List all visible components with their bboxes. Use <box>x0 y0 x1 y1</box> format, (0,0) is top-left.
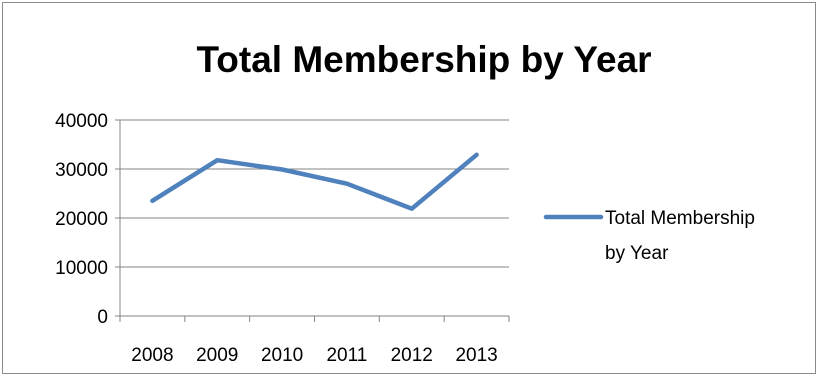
x-tick-label: 2013 <box>455 345 497 366</box>
x-tick-label: 2009 <box>196 345 238 366</box>
series-layer <box>150 152 479 211</box>
legend-label-line-2: by Year <box>605 243 669 264</box>
line-chart: Total Membership by Year 0 10000 20000 3000… <box>55 39 755 366</box>
y-tick-label: 10000 <box>55 258 108 279</box>
x-tick-label: 2012 <box>391 345 433 366</box>
legend: Total Membership by Year <box>543 208 755 264</box>
y-tick-label: 20000 <box>55 209 108 230</box>
y-tick-label: 0 <box>97 307 108 328</box>
x-tick-label: 2010 <box>261 345 303 366</box>
axes: 0 10000 20000 30000 40000 2008 2009 2010 2011 201… <box>55 111 510 366</box>
legend-label-line-1: Total Membership <box>605 208 755 229</box>
chart-title: Total Membership by Year <box>196 39 651 80</box>
y-tick-label: 40000 <box>55 111 108 132</box>
series-line <box>150 152 479 211</box>
x-tick-label: 2011 <box>326 345 367 366</box>
x-tick-label: 2008 <box>131 345 173 366</box>
chart-container: Total Membership by Year 0 10000 20000 3000… <box>2 2 816 374</box>
gridlines <box>120 119 509 268</box>
y-tick-label: 30000 <box>55 160 108 181</box>
